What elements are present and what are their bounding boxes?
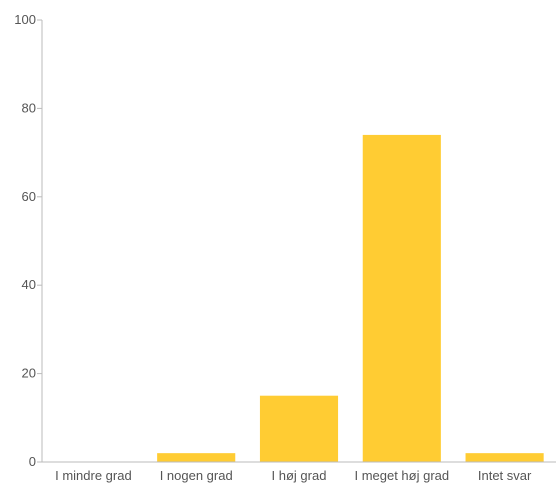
bar-3 xyxy=(362,134,441,463)
bar-1 xyxy=(157,453,236,462)
bar-2 xyxy=(259,395,339,462)
y-tick-label: 100 xyxy=(14,12,36,27)
y-tick-label: 40 xyxy=(22,277,36,292)
x-tick-label: I nogen grad xyxy=(160,468,233,483)
x-tick-label: I meget høj grad xyxy=(354,468,449,483)
y-tick-label: 20 xyxy=(22,366,36,381)
x-axis: I mindre grad I nogen grad I høj grad I meg… xyxy=(42,461,556,483)
y-axis: 0 20 40 60 80 100 xyxy=(14,12,43,469)
y-tick-label: 80 xyxy=(22,100,36,115)
y-tick-label: 0 xyxy=(29,454,36,469)
bars xyxy=(157,134,544,463)
x-tick-label: I mindre grad xyxy=(55,468,132,483)
bar-4 xyxy=(465,453,544,462)
x-tick-label: I høj grad xyxy=(272,468,327,483)
y-tick-label: 60 xyxy=(22,189,36,204)
x-tick-label: Intet svar xyxy=(478,468,532,483)
